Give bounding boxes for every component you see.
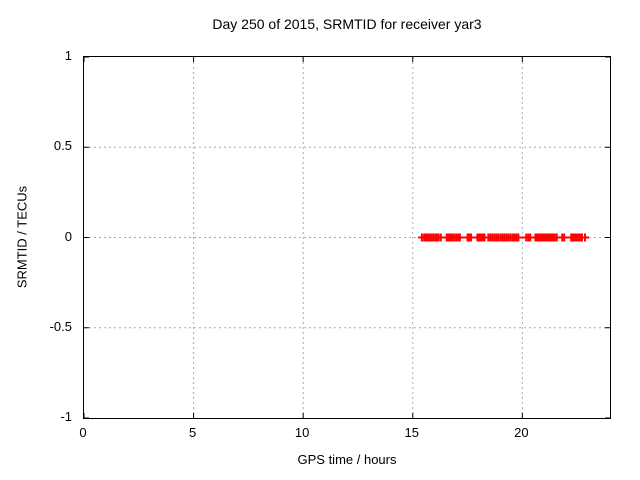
- y-tick-label: -1: [60, 409, 72, 424]
- x-tick-label: 0: [79, 425, 87, 440]
- y-axis-label-text: SRMTID / TECUs: [14, 185, 30, 289]
- y-tick-label: 0.5: [53, 138, 72, 154]
- x-tick-label: 5: [188, 425, 197, 440]
- x-axis-label: GPS time / hours: [297, 452, 397, 467]
- plot-canvas: [84, 57, 610, 418]
- y-tick-label: 1: [64, 48, 72, 63]
- plot-area: [83, 56, 611, 419]
- y-tick-label: 0: [64, 228, 72, 244]
- y-tick-label: -0.5: [49, 318, 72, 334]
- x-tick-label: 20: [514, 425, 529, 440]
- x-tick-label: 15: [404, 425, 419, 440]
- chart-title: Day 250 of 2015, SRMTID for receiver yar…: [212, 16, 482, 32]
- x-tick-label: 10: [294, 425, 310, 440]
